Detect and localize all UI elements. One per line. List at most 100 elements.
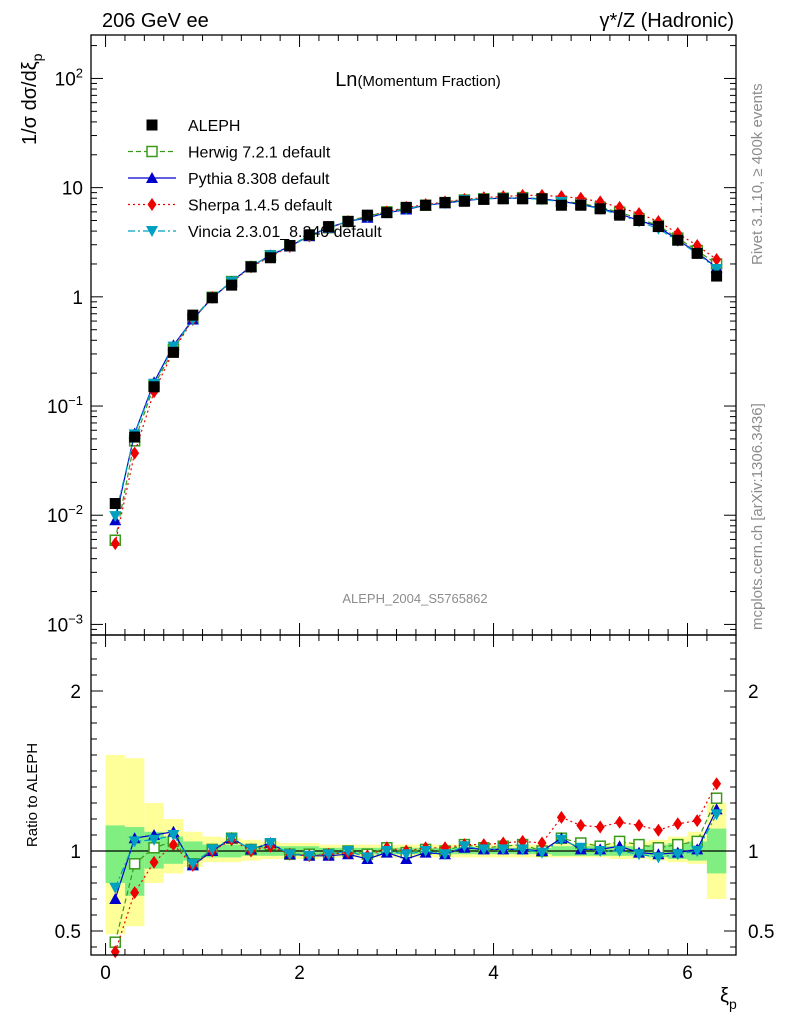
ratio-y-tick-label-right: 0.5: [748, 922, 774, 943]
main-point-aleph: [420, 199, 432, 211]
main-point-vincia: [109, 511, 122, 523]
ratio-y-tick-label-right: 2: [748, 682, 759, 703]
ratio-point-vincia: [710, 809, 723, 821]
ratio-point-vincia: [186, 858, 199, 870]
main-point-aleph: [575, 199, 587, 211]
main-y-axis-label-sub: p: [29, 53, 45, 61]
ratio-point-sherpa: [673, 817, 683, 831]
tick-base: 10: [47, 506, 68, 527]
ratio-point-vincia: [206, 844, 219, 856]
ratio-point-sherpa: [712, 777, 722, 791]
ratio-point-vincia: [342, 846, 355, 857]
ratio-point-vincia: [574, 842, 587, 854]
ratio-point-vincia: [148, 834, 161, 846]
ratio-y-tick-label: 2: [70, 682, 81, 703]
main-point-aleph: [458, 195, 470, 207]
main-point-aleph: [672, 234, 684, 246]
ratio-point-vincia: [439, 849, 452, 861]
ratio-uncertainty-bands: [105, 755, 727, 935]
x-tick-label: 0: [100, 963, 111, 984]
mcplots-label: mcplots.cern.ch [arXiv:1306.3436]: [749, 403, 766, 630]
tick-exponent: 2: [76, 65, 83, 80]
main-y-axis-label: 1/σ dσ/dξp: [19, 53, 45, 145]
main-y-tick-label: 10−3: [47, 611, 83, 636]
ratio-frame: [90, 634, 737, 956]
main-point-aleph: [226, 279, 238, 291]
legend-marker-aleph: [146, 119, 158, 131]
main-point-aleph: [711, 270, 723, 282]
chart-title: Ln(Momentum Fraction): [335, 69, 501, 91]
ratio-y-axis-label: Ratio to ALEPH: [24, 743, 41, 847]
ratio-point-vincia: [322, 849, 335, 861]
ratio-point-vincia: [594, 846, 607, 857]
ratio-point-sherpa: [149, 855, 159, 869]
main-y-axis-label-text: 1/σ dσ/dξ: [19, 61, 41, 145]
ratio-point-vincia: [167, 830, 180, 841]
legend-label-herwig: Herwig 7.2.1 default: [188, 145, 331, 162]
main-point-aleph: [167, 346, 179, 358]
ratio-band-inner: [105, 825, 125, 883]
ratio-y-tick-label-right: 1: [748, 842, 759, 863]
legend-marker-sherpa: [147, 198, 157, 211]
main-point-aleph: [129, 431, 141, 443]
ratio-point-sherpa: [168, 838, 178, 852]
main-point-aleph: [206, 292, 218, 304]
main-point-aleph: [148, 381, 160, 393]
ratio-point-vincia: [458, 841, 471, 853]
main-point-aleph: [614, 209, 626, 221]
ratio-point-vincia: [555, 834, 568, 846]
x-tick-label: 6: [682, 963, 693, 984]
ratio-point-vincia: [400, 849, 413, 861]
header-right: γ*/Z (Hadronic): [600, 10, 734, 32]
tick-exponent: −2: [68, 502, 83, 517]
ratio-point-vincia: [245, 844, 258, 856]
ratio-point-vincia: [419, 846, 432, 857]
ratio-point-sherpa: [537, 836, 547, 850]
legend-label-vincia: Vincia 2.3.01_8.240 default: [188, 224, 382, 241]
main-y-tick-label: 1: [72, 288, 83, 309]
ratio-point-vincia: [109, 882, 122, 894]
ratio-y-tick-labels: 0.5 0.5 1 1 2 2: [55, 682, 775, 943]
main-point-aleph: [633, 215, 645, 227]
rivet-label: Rivet 3.1.10, ≥ 400k events: [749, 83, 766, 265]
ratio-point-vincia: [264, 838, 277, 849]
legend-label-aleph: ALEPH: [188, 118, 240, 135]
main-point-aleph: [303, 229, 315, 241]
ratio-point-vincia: [497, 844, 510, 856]
main-line-pythia: [114, 197, 717, 521]
ratio-point-vincia: [613, 846, 626, 857]
chart-title-sub: (Momentum Fraction): [357, 73, 500, 90]
main-y-tick-label: 10−1: [47, 393, 83, 418]
ratio-point-sherpa: [595, 820, 605, 834]
ratio-point-sherpa: [634, 818, 644, 832]
ratio-axis-ticks: [91, 635, 736, 955]
main-point-aleph: [439, 197, 451, 209]
ratio-point-sherpa: [653, 823, 663, 837]
ratio-point-vincia: [516, 844, 529, 856]
legend-label-sherpa: Sherpa 1.4.5 default: [188, 198, 333, 215]
main-point-aleph: [536, 193, 548, 205]
ratio-point-vincia: [671, 849, 684, 861]
tick-exponent: −1: [68, 393, 83, 408]
main-point-aleph: [497, 193, 509, 205]
main-point-aleph: [400, 201, 412, 213]
tick-base: 10: [55, 69, 76, 90]
ratio-point-sherpa: [556, 810, 566, 824]
main-point-aleph: [478, 193, 490, 205]
tick-base: 10: [47, 615, 68, 636]
ratio-point-vincia: [633, 849, 646, 861]
x-axis-label: ξp: [720, 985, 737, 1012]
ratio-panel: 0.5 0.5 1 1 2 2 0 2 4 6 Ratio to ALEPH ξp: [24, 634, 775, 1012]
ratio-point-sherpa: [130, 886, 140, 900]
ratio-line-herwig: [114, 797, 718, 943]
main-point-aleph: [361, 209, 373, 221]
legend-marker-pythia: [146, 172, 158, 183]
x-axis-label-text: ξ: [720, 985, 729, 1007]
legend-marker-vincia: [146, 226, 158, 237]
ratio-point-vincia: [303, 850, 316, 862]
ratio-point-herwig: [128, 858, 141, 870]
main-y-tick-label: 102: [55, 65, 83, 90]
